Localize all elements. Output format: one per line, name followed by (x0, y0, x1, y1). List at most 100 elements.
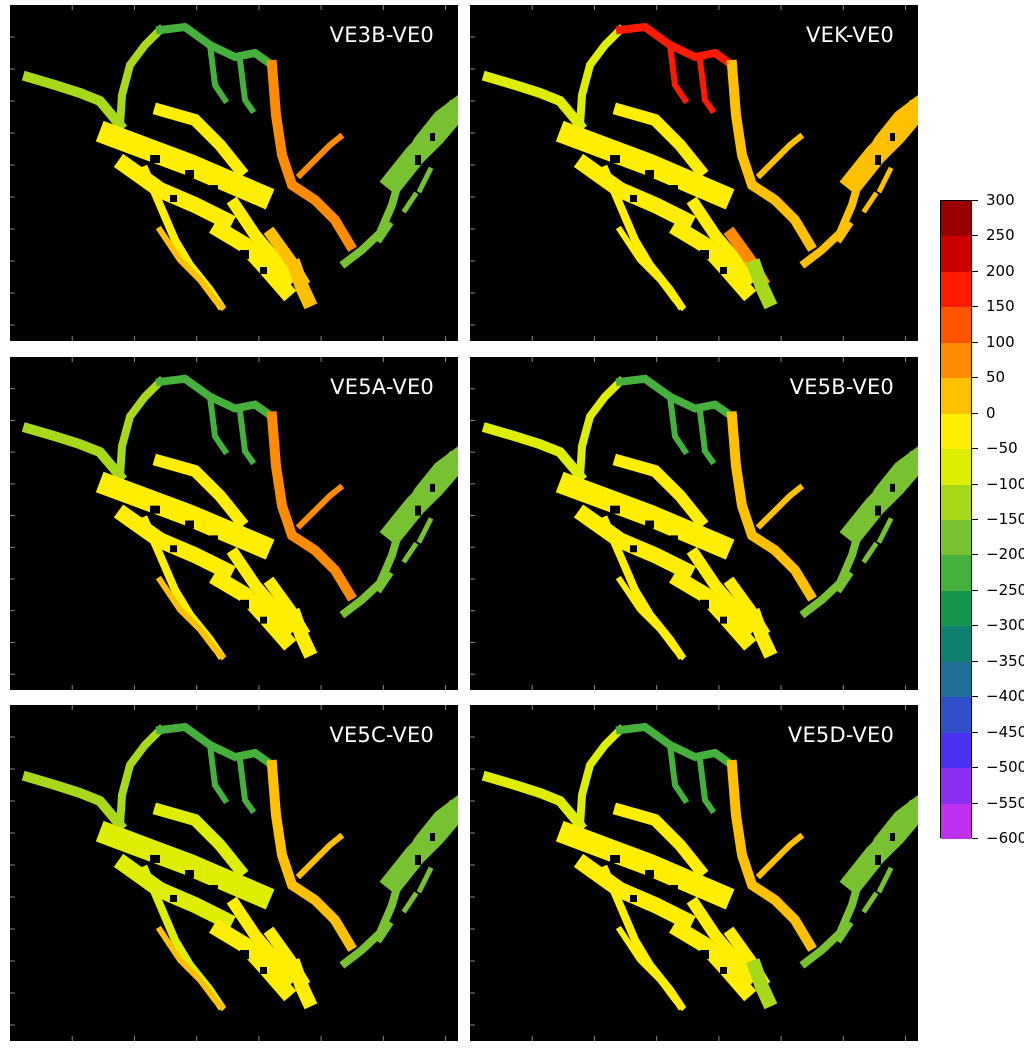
river-reach-top (666, 41, 717, 115)
river-reach-tail (615, 225, 687, 312)
colorbar-swatch (941, 697, 971, 734)
river-reach-mid (686, 896, 759, 986)
river-reach-right (266, 759, 357, 952)
river-reach-right (295, 132, 345, 180)
island-gap (890, 833, 895, 841)
river-reach-south (746, 958, 778, 1010)
island-gap (430, 483, 435, 492)
river-network-map (21, 22, 458, 312)
river-reach-top (206, 393, 257, 466)
colorbar-tick-label: −600 (986, 829, 1024, 847)
river-reach-main (95, 120, 275, 210)
river-reach-nw (481, 422, 588, 483)
map-panel: VE5D-VE0 (470, 705, 918, 1041)
river-reach-east (376, 166, 434, 244)
colorbar-tick-label: −200 (986, 545, 1024, 564)
river-reach-east (379, 799, 458, 896)
colorbar-swatch (941, 342, 971, 379)
river-reach-main (573, 153, 696, 231)
colorbar-tick-label: 0 (986, 403, 996, 422)
island-gap (720, 616, 727, 624)
river-reach-east (379, 99, 458, 196)
colorbar-swatch (941, 626, 971, 663)
panel-title: VE3B-VE0 (329, 23, 434, 47)
river-reach-east (836, 166, 894, 244)
colorbar-tick-label: −400 (986, 687, 1024, 706)
colorbar-tick-label: 50 (986, 368, 1006, 387)
river-reach-east (839, 450, 918, 546)
island-gap (260, 967, 267, 974)
colorbar-tick-label: −350 (986, 651, 1024, 670)
colorbar-swatch (941, 307, 971, 344)
river-reach-top (155, 22, 278, 71)
colorbar (940, 200, 972, 840)
island-gap (150, 155, 160, 163)
river-reach-tail (155, 575, 227, 661)
colorbar-tick (972, 448, 978, 450)
island-gap (170, 545, 177, 553)
river-reach-nw (21, 770, 128, 833)
colorbar-tick (972, 377, 978, 379)
colorbar-tick (972, 306, 978, 308)
river-reach-top (615, 22, 738, 71)
island-gap (700, 599, 709, 609)
river-reach-right (266, 411, 357, 602)
colorbar-swatch (941, 484, 971, 521)
colorbar-tick (972, 483, 978, 485)
river-reach-mid (226, 546, 299, 635)
colorbar-tick-label: −500 (986, 758, 1024, 777)
colorbar-tick (972, 341, 978, 343)
river-reach-east (376, 866, 434, 944)
colorbar-swatch (941, 378, 971, 415)
colorbar-swatch (941, 201, 971, 237)
island-gap (240, 950, 249, 959)
river-reach-top (615, 374, 738, 422)
river-reach-tail (615, 575, 687, 661)
river-reach-nw (481, 770, 588, 833)
river-network-map (481, 722, 918, 1012)
colorbar-swatch (941, 803, 971, 840)
colorbar-swatch (941, 661, 971, 698)
river-reach-right (295, 832, 345, 880)
island-gap (700, 250, 709, 259)
colorbar-tick (972, 660, 978, 662)
island-gap (630, 195, 637, 202)
island-gap (670, 885, 678, 891)
island-gap (630, 895, 637, 902)
map-panel: VE5B-VE0 (470, 357, 918, 690)
colorbar-tick (972, 731, 978, 733)
panel-title: VE5D-VE0 (787, 723, 894, 747)
river-reach-top (206, 41, 257, 115)
island-gap (670, 185, 678, 191)
colorbar-tick-label: −300 (986, 616, 1024, 635)
island-gap (415, 155, 421, 165)
river-reach-right (726, 759, 817, 952)
island-gap (645, 520, 654, 529)
river-reach-nw (481, 70, 588, 133)
island-gap (610, 155, 620, 163)
river-reach-nw (21, 422, 128, 483)
colorbar-tick (972, 767, 978, 769)
colorbar-tick (972, 589, 978, 591)
colorbar-tick (972, 270, 978, 272)
map-panel: VEK-VE0 (470, 5, 918, 341)
map-panel: VE5A-VE0 (10, 357, 458, 690)
river-network-map (21, 722, 458, 1012)
island-gap (240, 599, 249, 609)
river-reach-nw (115, 24, 166, 130)
island-gap (210, 535, 218, 542)
colorbar-swatch (941, 768, 971, 805)
island-gap (875, 155, 881, 165)
river-reach-mid (669, 569, 757, 651)
river-reach-nw (575, 376, 626, 481)
colorbar-tick-label: 100 (986, 332, 1015, 351)
river-reach-right (295, 483, 345, 530)
river-reach-east (376, 517, 434, 594)
river-reach-main (612, 453, 709, 529)
colorbar-swatch (941, 555, 971, 592)
river-reach-nw (21, 70, 128, 133)
island-gap (170, 195, 177, 202)
river-reach-nw (115, 724, 166, 830)
island-gap (875, 855, 881, 865)
island-gap (240, 250, 249, 259)
